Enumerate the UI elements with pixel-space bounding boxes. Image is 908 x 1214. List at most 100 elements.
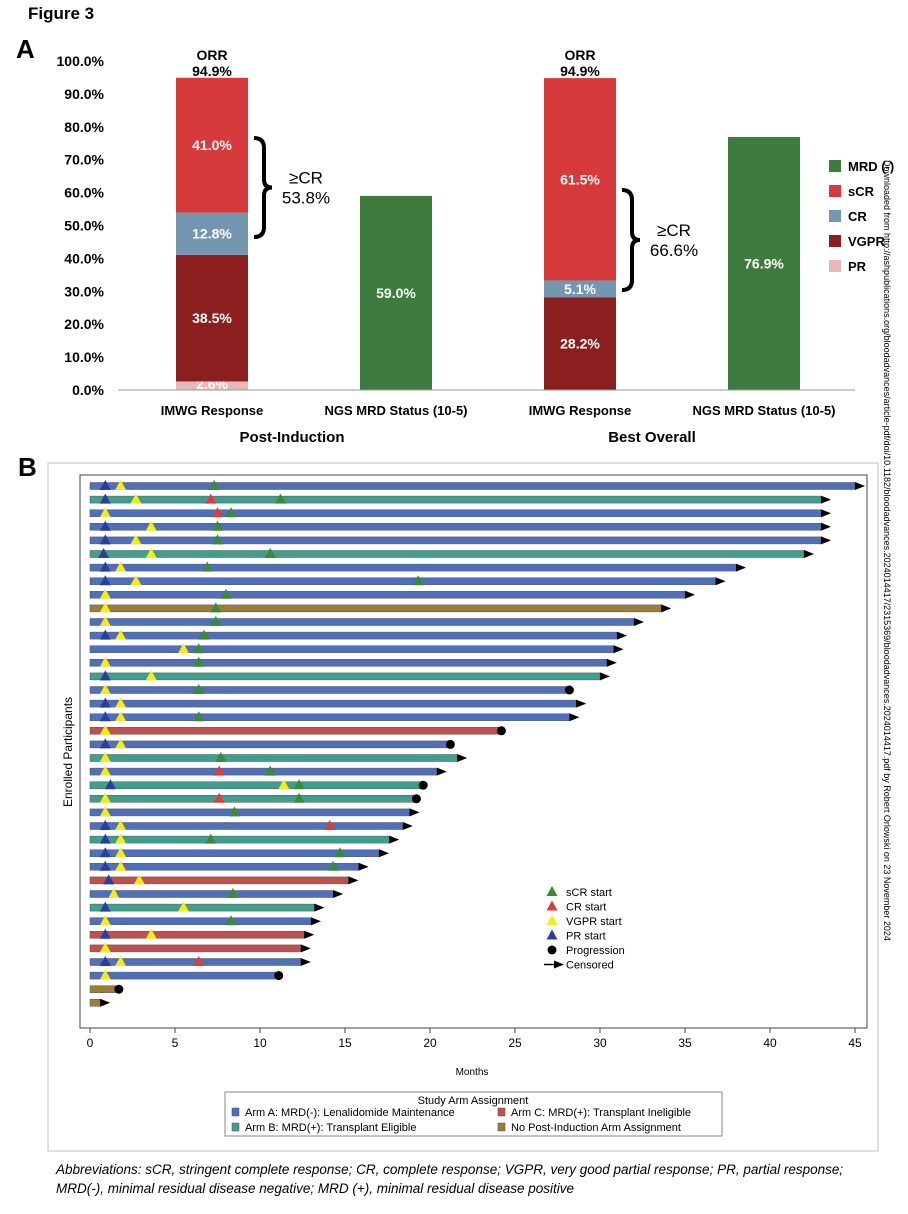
- participant-bar: [89, 686, 570, 694]
- censored-arrow: [804, 550, 814, 558]
- vgpr-start-marker: [99, 765, 111, 776]
- x-category-label: NGS MRD Status (10-5): [324, 403, 467, 418]
- vgpr-start-marker: [99, 806, 111, 817]
- orr-value: 94.9%: [560, 63, 600, 79]
- participant-bar: [89, 509, 822, 517]
- cr-start-marker: [324, 820, 336, 830]
- participant-bar: [89, 835, 390, 844]
- vgpr-start-marker: [145, 670, 157, 681]
- scr-start-marker: [225, 507, 237, 518]
- censored-arrow: [358, 862, 369, 871]
- pr-start-marker: [104, 779, 116, 790]
- censored-arrow: [348, 876, 359, 885]
- pr-start-marker: [103, 874, 115, 885]
- vgpr-start-marker: [99, 969, 111, 980]
- progression-marker: [496, 726, 506, 736]
- x-tick-label: 40: [763, 1036, 777, 1050]
- censored-arrow: [409, 808, 420, 817]
- scr-start-marker: [212, 520, 223, 531]
- arm-legend-swatch: [497, 1122, 506, 1132]
- pr-start-marker: [99, 534, 111, 545]
- progression-marker: [411, 794, 421, 804]
- figure-title: Figure 3: [28, 4, 95, 23]
- x-category-label: IMWG Response: [161, 403, 264, 418]
- legend-label: PR: [848, 259, 867, 274]
- arm-legend-label: Arm C: MRD(+): Transplant Ineligible: [511, 1107, 691, 1119]
- vgpr-start-marker: [99, 942, 111, 953]
- participant-bar: [89, 876, 349, 885]
- group-label: Best Overall: [608, 429, 696, 446]
- pr-start-marker: [99, 561, 111, 572]
- censored-arrow: [855, 482, 865, 490]
- legend-label: VGPR: [848, 234, 885, 249]
- participant-bar: [89, 631, 618, 640]
- pr-start-marker: [99, 820, 111, 830]
- scr-start-marker: [293, 779, 305, 790]
- legend-progression-marker: [547, 945, 557, 955]
- bar-segment-scr: [544, 78, 616, 281]
- participant-bar: [89, 550, 805, 558]
- x-tick-label: 30: [593, 1036, 607, 1050]
- orr-label: ORR: [196, 47, 227, 63]
- censored-arrow: [300, 944, 311, 953]
- arm-legend-swatch: [231, 1107, 240, 1117]
- pr-start-marker: [99, 901, 111, 912]
- event-legend-label: VGPR start: [566, 916, 622, 928]
- y-tick-label: 90.0%: [64, 86, 104, 102]
- participant-bar: [89, 713, 570, 721]
- progression-marker: [445, 739, 455, 749]
- y-axis-label: Enrolled Participants: [61, 697, 75, 807]
- participant-bar: [89, 591, 686, 599]
- participant-bar: [89, 482, 856, 490]
- bracket-label: ≥CR: [657, 221, 691, 240]
- pr-start-marker: [99, 928, 111, 939]
- vgpr-start-marker: [178, 901, 189, 912]
- y-tick-label: 30.0%: [64, 283, 104, 299]
- scr-start-marker: [264, 548, 276, 558]
- legend-pr-marker: [546, 929, 558, 940]
- participant-bar: [89, 536, 822, 545]
- download-note-text: Downloaded from http://ashpublications.o…: [882, 160, 892, 941]
- censored-arrow: [457, 754, 468, 762]
- vgpr-start-marker: [115, 820, 127, 830]
- scr-start-marker: [412, 575, 424, 586]
- participant-bar: [89, 523, 822, 531]
- bar-data-label: 41.0%: [192, 137, 232, 153]
- cr-start-marker: [213, 765, 225, 776]
- participant-bar: [89, 563, 737, 572]
- scr-start-marker: [327, 860, 339, 871]
- vgpr-start-marker: [133, 874, 145, 885]
- group-label: Post-Induction: [240, 429, 345, 446]
- participant-bar: [89, 917, 312, 925]
- participant-bar: [89, 645, 614, 653]
- progression-marker: [564, 685, 574, 695]
- x-tick-label: 20: [423, 1036, 437, 1050]
- censored-arrow: [402, 822, 413, 830]
- vgpr-start-marker: [99, 752, 111, 762]
- participant-bar: [89, 808, 410, 817]
- y-tick-label: 40.0%: [64, 250, 104, 266]
- progression-marker: [418, 780, 428, 790]
- pr-start-marker: [99, 575, 111, 586]
- censored-arrow: [685, 590, 695, 599]
- vgpr-start-marker: [145, 548, 157, 558]
- scr-start-marker: [264, 765, 276, 776]
- censored-arrow: [736, 563, 746, 572]
- pr-start-marker: [99, 711, 111, 722]
- y-tick-label: 70.0%: [64, 152, 104, 168]
- pr-start-marker: [99, 520, 111, 531]
- censored-arrow: [715, 577, 726, 586]
- censored-arrow: [821, 522, 831, 531]
- abbreviations-footnote: Abbreviations: sCR, stringent complete r…: [56, 1162, 844, 1196]
- participant-bar: [89, 604, 662, 613]
- progression-marker: [274, 971, 284, 981]
- bar-data-label: 38.5%: [192, 310, 232, 326]
- censored-arrow: [634, 618, 644, 626]
- bar-segment-mrd: [360, 195, 432, 390]
- censored-arrow: [100, 998, 111, 1007]
- scr-start-marker: [212, 534, 223, 545]
- vgpr-start-marker: [115, 956, 127, 966]
- bar-segment-scr: [176, 77, 248, 213]
- vgpr-start-marker: [108, 888, 120, 898]
- arm-legend-swatch: [497, 1107, 506, 1117]
